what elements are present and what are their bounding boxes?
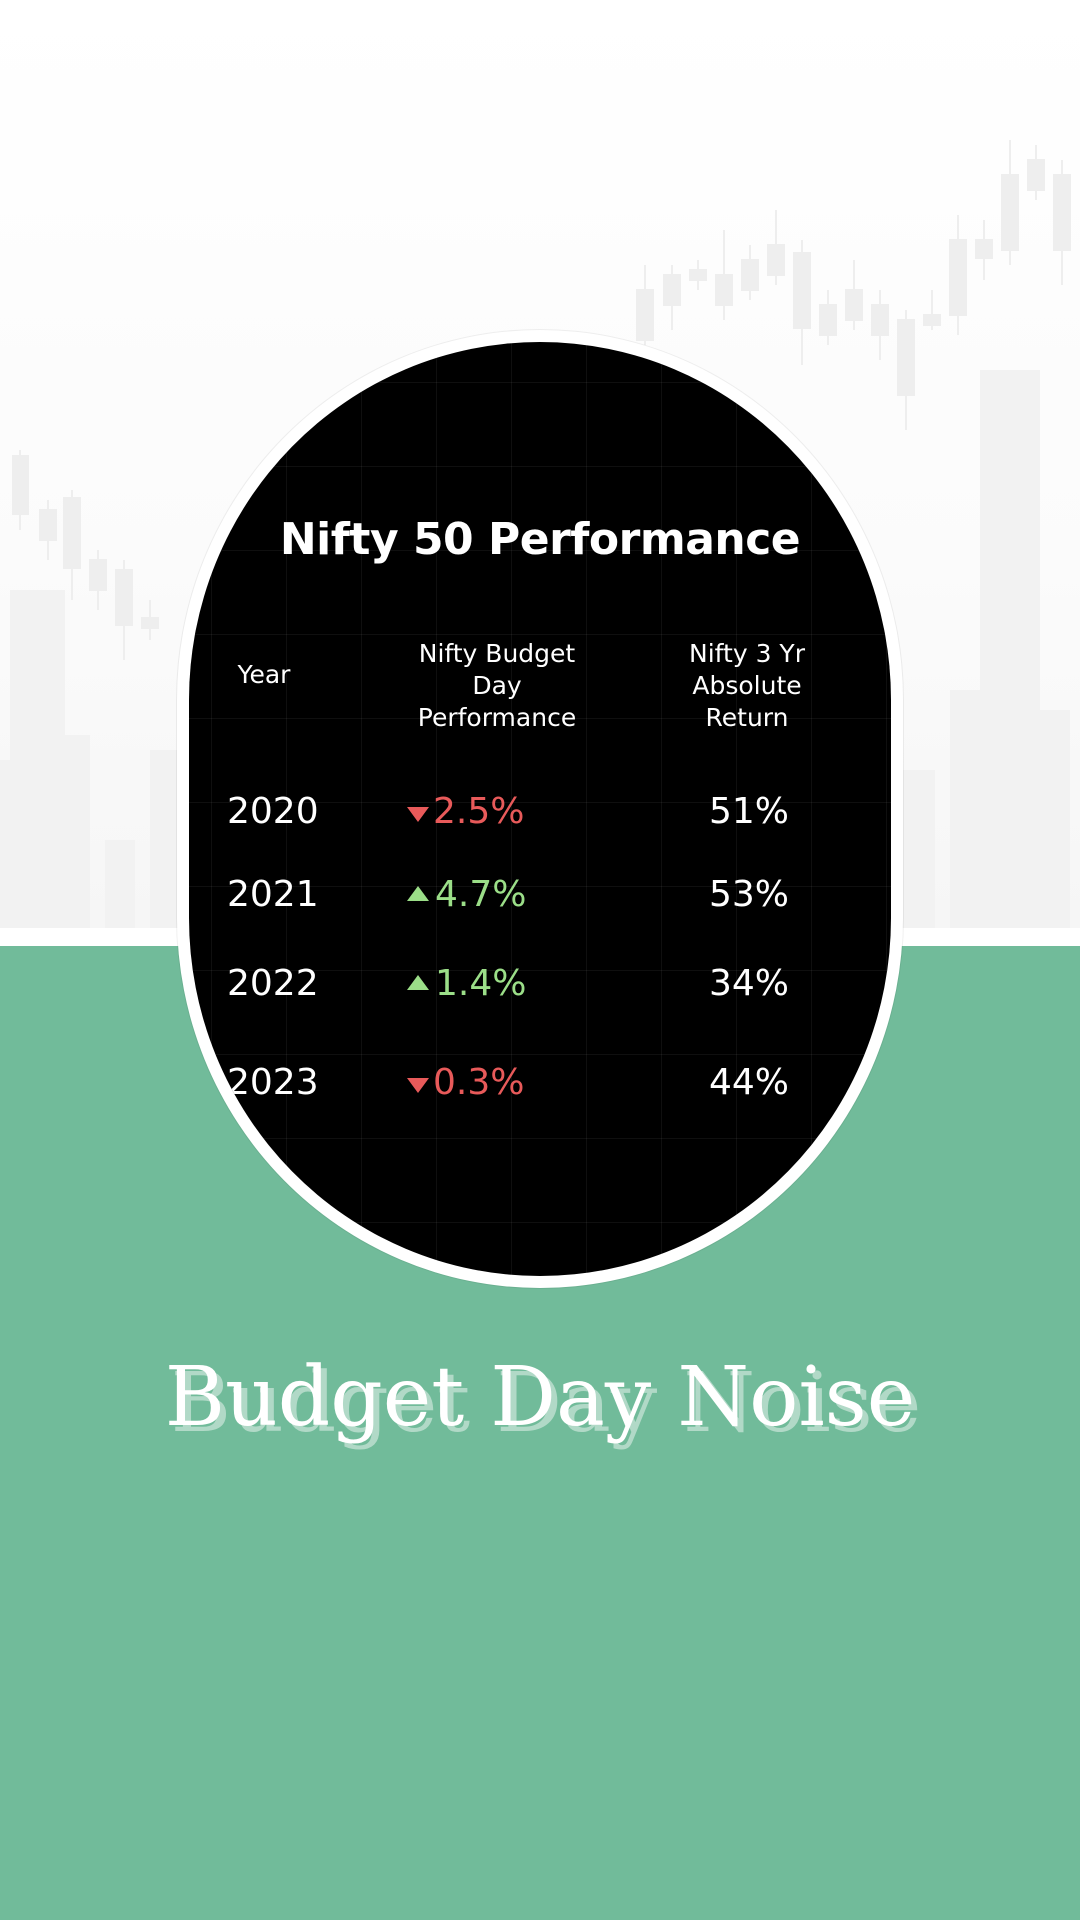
- three-yr-return-cell: 44%: [708, 1062, 789, 1103]
- three-yr-return-cell: 53%: [708, 874, 789, 915]
- triangle-up-icon: [407, 885, 429, 901]
- performance-table-card: Nifty 50 Performance Year Nifty Budget D…: [189, 342, 891, 1276]
- year-cell: 2023: [227, 1062, 319, 1103]
- card-title: Nifty 50 Performance: [279, 514, 801, 565]
- arch-card-frame: Nifty 50 Performance Year Nifty Budget D…: [177, 330, 903, 1288]
- year-cell: 2022: [227, 963, 319, 1004]
- table-row: 2022 1.4% 34%: [189, 959, 891, 1009]
- year-cell: 2020: [227, 791, 319, 832]
- budget-day-cell: 4.7%: [407, 870, 526, 920]
- column-header-3yr-return: Nifty 3 Yr Absolute Return: [689, 639, 805, 732]
- budget-day-cell: 2.5%: [407, 787, 524, 837]
- column-header-budget-day: Nifty Budget Day Performance: [417, 639, 577, 732]
- budget-day-value: 0.3%: [433, 1062, 525, 1103]
- triangle-up-icon: [407, 974, 429, 990]
- column-header-year: Year: [237, 660, 291, 689]
- three-yr-return-cell: 51%: [708, 791, 789, 832]
- budget-day-cell: 0.3%: [407, 1058, 524, 1108]
- table-row: 2020 2.5% 51%: [189, 787, 891, 837]
- budget-day-value: 4.7%: [435, 874, 527, 915]
- triangle-down-icon: [407, 1077, 429, 1093]
- table-row: 2021 4.7% 53%: [189, 870, 891, 920]
- budget-day-value: 1.4%: [435, 963, 527, 1004]
- candlestick-chart-decoration: [0, 140, 1071, 928]
- table-row: 2023 0.3% 44%: [189, 1058, 891, 1108]
- triangle-down-icon: [407, 806, 429, 822]
- headline: Budget Day Noise: [164, 1350, 916, 1445]
- budget-day-value: 2.5%: [433, 791, 525, 832]
- year-cell: 2021: [227, 874, 319, 915]
- three-yr-return-cell: 34%: [708, 963, 789, 1004]
- budget-day-cell: 1.4%: [407, 959, 526, 1009]
